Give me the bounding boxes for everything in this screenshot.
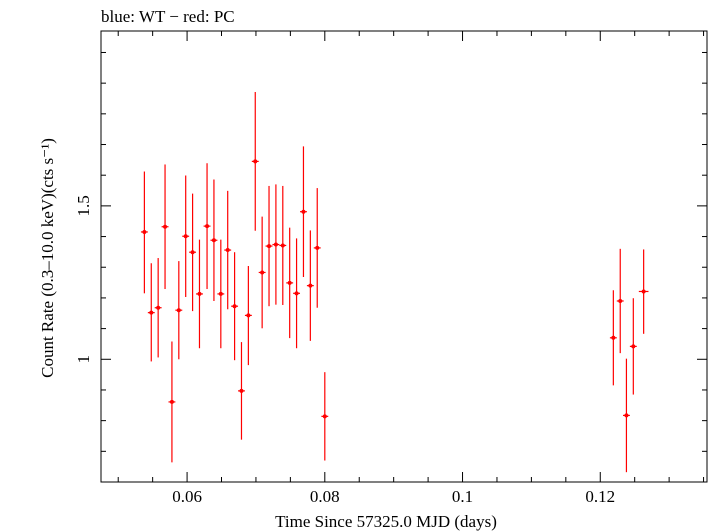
point-marker <box>294 291 299 296</box>
point-marker <box>211 238 216 243</box>
x-tick-label: 0.1 <box>452 487 473 506</box>
point-marker <box>322 414 327 419</box>
data-point <box>313 188 321 308</box>
chart-title: blue: WT − red: PC <box>101 7 235 26</box>
point-marker <box>624 413 629 418</box>
data-point <box>244 266 252 366</box>
point-marker <box>142 229 147 234</box>
data-point <box>175 261 183 360</box>
x-tick-label: 0.08 <box>310 487 340 506</box>
point-marker <box>232 304 237 309</box>
data-point <box>265 185 273 307</box>
data-point <box>154 258 162 358</box>
point-marker <box>176 308 181 313</box>
data-point <box>189 193 197 312</box>
point-marker <box>218 291 223 296</box>
data-point <box>616 248 624 354</box>
data-point <box>217 239 225 349</box>
x-tick-label: 0.12 <box>585 487 615 506</box>
point-marker <box>315 245 320 250</box>
point-marker <box>260 270 265 275</box>
data-point <box>279 185 287 305</box>
y-tick-label: 1.5 <box>74 195 93 216</box>
x-axis-ticks: 0.06 0.08 0.1 0.12 <box>117 31 705 506</box>
point-marker <box>273 242 278 247</box>
data-point <box>140 171 148 294</box>
point-marker <box>301 209 306 214</box>
data-point <box>231 252 239 361</box>
data-point <box>286 227 294 339</box>
point-marker <box>246 313 251 318</box>
point-marker <box>149 310 154 315</box>
data-point <box>147 263 155 362</box>
point-marker <box>183 234 188 239</box>
data-point <box>300 146 307 278</box>
data-point <box>638 249 649 334</box>
data-point <box>203 163 211 290</box>
data-point <box>306 230 314 341</box>
point-marker <box>287 280 292 285</box>
point-marker <box>308 283 313 288</box>
data-point <box>622 358 630 473</box>
y-axis-label: Count Rate (0.3–10.0 keV)(cts s⁻¹) <box>38 138 57 378</box>
data-point <box>321 372 329 461</box>
point-marker <box>197 291 202 296</box>
point-marker <box>280 243 285 248</box>
point-marker <box>169 399 174 404</box>
point-marker <box>239 388 244 393</box>
point-marker <box>163 224 168 229</box>
data-point <box>258 216 266 329</box>
point-marker <box>641 289 646 294</box>
data-point <box>629 298 637 395</box>
point-marker <box>253 159 258 164</box>
y-axis-ticks: 11.5 <box>74 51 707 483</box>
point-marker <box>156 305 161 310</box>
data-point <box>238 342 245 440</box>
x-axis-label: Time Since 57325.0 MJD (days) <box>275 512 497 531</box>
x-tick-label: 0.06 <box>172 487 202 506</box>
point-marker <box>190 250 195 255</box>
data-point <box>251 92 259 231</box>
data-points <box>140 92 649 473</box>
point-marker <box>225 248 230 253</box>
point-marker <box>267 244 272 249</box>
data-point <box>161 164 169 290</box>
data-point <box>168 341 176 463</box>
data-point <box>224 190 232 310</box>
data-point <box>196 239 203 349</box>
data-point <box>210 179 218 301</box>
point-marker <box>631 344 636 349</box>
data-point <box>272 184 280 305</box>
data-point <box>293 238 301 349</box>
plot-frame <box>100 30 708 483</box>
point-marker <box>611 335 616 340</box>
data-point <box>609 290 617 386</box>
point-marker <box>205 224 210 229</box>
point-marker <box>618 298 623 303</box>
y-tick-label: 1 <box>74 355 93 364</box>
data-point <box>182 175 190 297</box>
